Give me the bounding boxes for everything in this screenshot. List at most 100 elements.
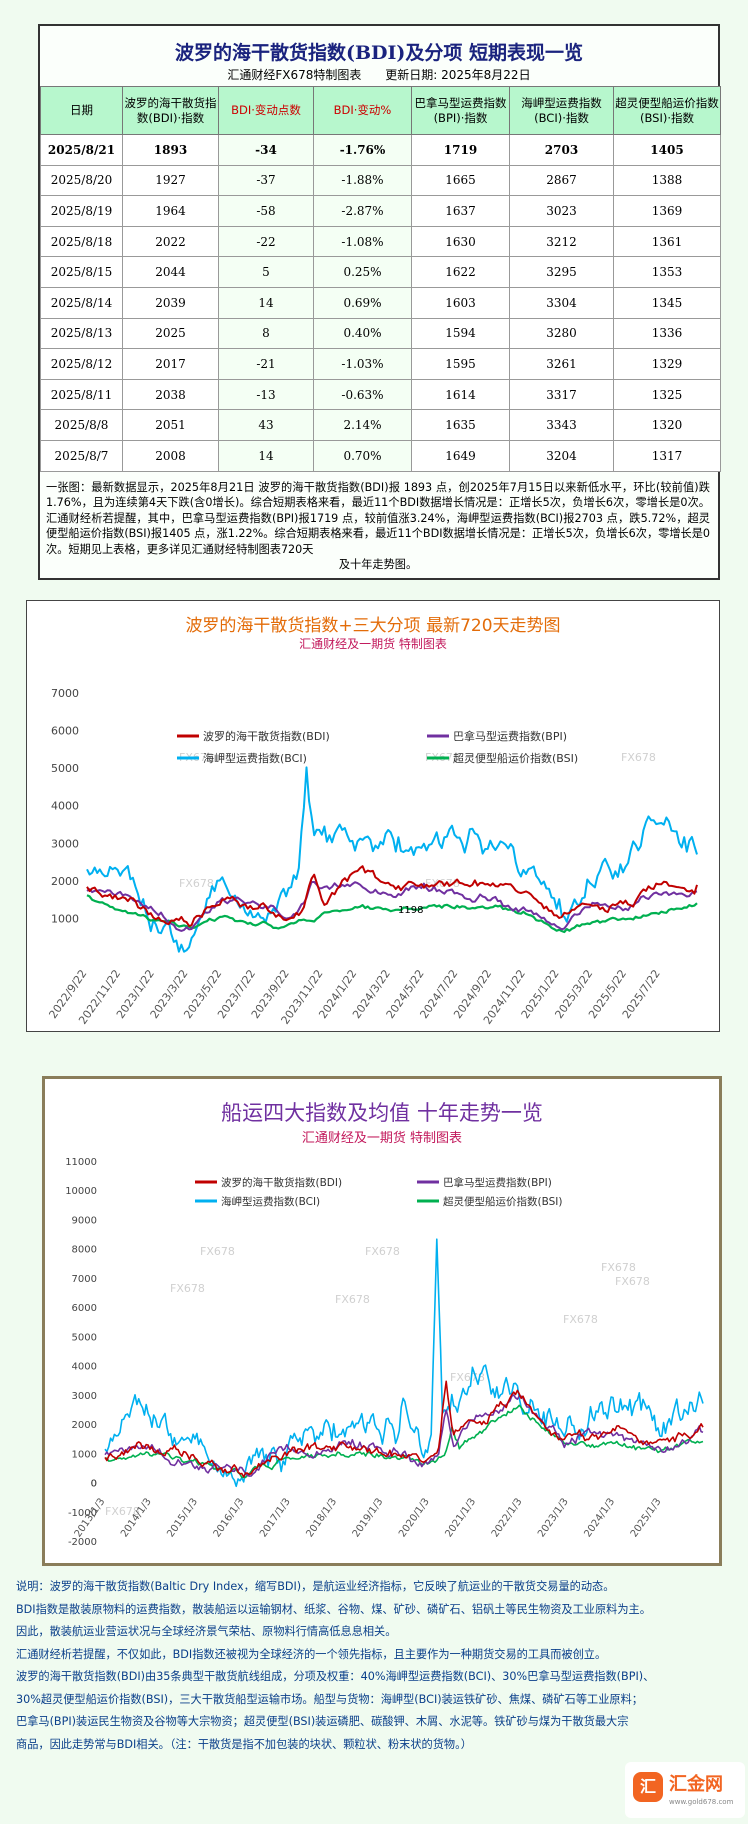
y-tick-label: 6000	[72, 1303, 97, 1314]
site-logo[interactable]: 汇 汇金网 www.gold678.com	[625, 1762, 745, 1818]
table-maker: 汇通财经FX678特制图表	[227, 68, 362, 82]
cell-bdi: 1964	[122, 195, 219, 227]
cell-date: 2025/8/20	[40, 164, 123, 197]
cell-bsi: 1405	[613, 134, 721, 166]
legend-label-bsi: 超灵便型船运价指数(BSI)	[443, 1195, 562, 1208]
legend-label-bdi: 波罗的海干散货指数(BDI)	[221, 1176, 342, 1189]
cell-bci: 3304	[509, 286, 614, 319]
chart-ten-year-panel: 船运四大指数及均值 十年走势一览 汇通财经及一期货 特制图表 -2000 -100…	[42, 1076, 722, 1566]
cell-bsi: 1336	[613, 317, 721, 350]
logo-mark-icon: 汇	[633, 1772, 663, 1802]
table-row: 2025/8/19 1964 -58 -2.87% 1637 3023 1369	[40, 195, 721, 227]
y-tick-label: 4000	[72, 1362, 97, 1373]
cell-bsi: 1388	[613, 164, 721, 197]
x-tick-label: 2023/1/3	[536, 1496, 571, 1539]
y-tick-label: 8000	[72, 1245, 97, 1256]
series-line-bdi	[86, 865, 698, 927]
table-row: 2025/8/20 1927 -37 -1.88% 1665 2867 1388	[40, 164, 721, 197]
chart2-svg: -2000 -1000 0 1000 2000 3000 4000 5000 6000 7000 8…	[65, 1157, 704, 1548]
cell-bci: 3317	[509, 378, 614, 411]
cell-bdi-change-pct: 0.70%	[313, 439, 412, 472]
summary-note-end: 及十年走势图。	[338, 558, 418, 572]
y-tick-label: 5000	[51, 762, 79, 775]
series-line-bci	[104, 1238, 704, 1488]
header-bdi-change-pct: BDI·变动%	[313, 86, 412, 135]
cell-bdi-change-pct: -1.03%	[313, 348, 412, 380]
table-row: 2025/8/15 2044 5 0.25% 1622 3295 1353	[40, 256, 721, 288]
cell-bsi: 1329	[613, 348, 721, 380]
cell-bci: 3204	[509, 439, 614, 472]
cell-bdi-change-points: 5	[218, 256, 314, 288]
cell-bpi: 1635	[411, 409, 510, 441]
cell-bdi-change-points: -58	[218, 195, 314, 227]
y-tick-label: 2000	[72, 1420, 97, 1431]
cell-date: 2025/8/15	[40, 256, 123, 288]
cell-bpi: 1622	[411, 256, 510, 288]
summary-note: 一张图：最新数据显示，2025年8月21日 波罗的海干散货指数(BDI)报 18…	[40, 472, 718, 573]
watermark-text: FX678	[365, 1245, 400, 1258]
watermark-text: FX678	[601, 1261, 636, 1274]
cell-bdi: 2017	[122, 348, 219, 380]
y-tick-label: 9000	[72, 1215, 97, 1226]
cell-bci: 3295	[509, 256, 614, 288]
watermark-text: FX678	[335, 1293, 370, 1306]
chart2-subtitle: 汇通财经及一期货 特制图表	[301, 1131, 463, 1146]
header-bsi: 超灵便型船运价指数(BSI)·指数	[613, 86, 721, 135]
table-row: 2025/8/21 1893 -34 -1.76% 1719 2703 1405	[40, 134, 721, 166]
y-tick-label: 4000	[51, 800, 79, 813]
summary-note-text: 一张图：最新数据显示，2025年8月21日 波罗的海干散货指数(BDI)报 18…	[46, 480, 710, 556]
cell-bdi: 2008	[122, 439, 219, 472]
cell-bpi: 1649	[411, 439, 510, 472]
cell-bpi: 1630	[411, 225, 510, 258]
cell-bdi: 1893	[122, 134, 219, 166]
cell-date: 2025/8/19	[40, 195, 123, 227]
y-tick-label: 6000	[51, 725, 79, 738]
cell-bdi-change-points: 14	[218, 286, 314, 319]
cell-date: 2025/8/8	[40, 409, 123, 441]
table-header-row: 日期 波罗的海干散货指数(BDI)·指数 BDI·变动点数 BDI·变动% 巴拿…	[40, 86, 721, 135]
y-tick-label: 3000	[72, 1391, 97, 1402]
x-tick-label: 2018/1/3	[304, 1496, 339, 1539]
cell-bsi: 1345	[613, 286, 721, 319]
cell-bpi: 1719	[411, 134, 510, 166]
table-row: 2025/8/18 2022 -22 -1.08% 1630 3212 1361	[40, 225, 721, 258]
cell-bdi: 2025	[122, 317, 219, 350]
x-tick-label: 2016/1/3	[212, 1496, 247, 1539]
y-tick-label: 2000	[51, 875, 79, 888]
cell-bdi-change-pct: 0.25%	[313, 256, 412, 288]
cell-date: 2025/8/13	[40, 317, 123, 350]
legend-label-bpi: 巴拿马型运费指数(BPI)	[453, 729, 567, 743]
table-row: 2025/8/11 2038 -13 -0.63% 1614 3317 1325	[40, 378, 721, 411]
cell-bdi-change-points: -22	[218, 225, 314, 258]
footer-line: 商品，因此走势常与BDI相关。（注：干散货是指不加包装的块状、颗粒状、粉末状的货…	[16, 1737, 472, 1751]
cell-bpi: 1665	[411, 164, 510, 197]
y-tick-label: 0	[91, 1479, 97, 1490]
cell-bdi-change-points: 14	[218, 439, 314, 472]
cell-bdi-change-pct: 0.40%	[313, 317, 412, 350]
watermark-text: FX678	[170, 1282, 205, 1295]
cell-bpi: 1637	[411, 195, 510, 227]
cell-bdi-change-points: 8	[218, 317, 314, 350]
y-tick-label: 11000	[65, 1157, 97, 1168]
y-tick-label: 3000	[51, 837, 79, 850]
y-tick-label: 7000	[72, 1274, 97, 1285]
footer-line: 汇通财经析若提醒，不仅如此，BDI指数还被视为全球经济的一个领先指标，且主要作为…	[16, 1647, 607, 1661]
table-title: 波罗的海干散货指数(BDI)及分项 短期表现一览	[174, 42, 584, 64]
logo-name: 汇金网	[669, 1774, 723, 1795]
header-bdi-change-points: BDI·变动点数	[218, 86, 314, 135]
footer-line: 30%超灵便型船运价指数(BSI)，三大干散货船型运输市场。船型与货物：海岬型(…	[16, 1692, 643, 1706]
cell-bpi: 1603	[411, 286, 510, 319]
cell-date: 2025/8/18	[40, 225, 123, 258]
series-line-bci	[86, 766, 698, 953]
cell-date: 2025/8/11	[40, 378, 123, 411]
footer-line: 波罗的海干散货指数(BDI)由35条典型干散货航线组成，分项及权重：40%海岬型…	[16, 1670, 655, 1683]
watermark-text: FX678	[621, 751, 656, 764]
cell-bdi-change-points: -37	[218, 164, 314, 197]
table-row: 2025/8/8 2051 43 2.14% 1635 3343 1320	[40, 409, 721, 441]
cell-bci: 3212	[509, 225, 614, 258]
cell-bdi-change-pct: -2.87%	[313, 195, 412, 227]
header-bpi: 巴拿马型运费指数(BPI)·指数	[411, 86, 510, 135]
y-tick-label: 10000	[65, 1186, 97, 1197]
watermark-text: FX678	[615, 1275, 650, 1288]
cell-bdi: 2022	[122, 225, 219, 258]
